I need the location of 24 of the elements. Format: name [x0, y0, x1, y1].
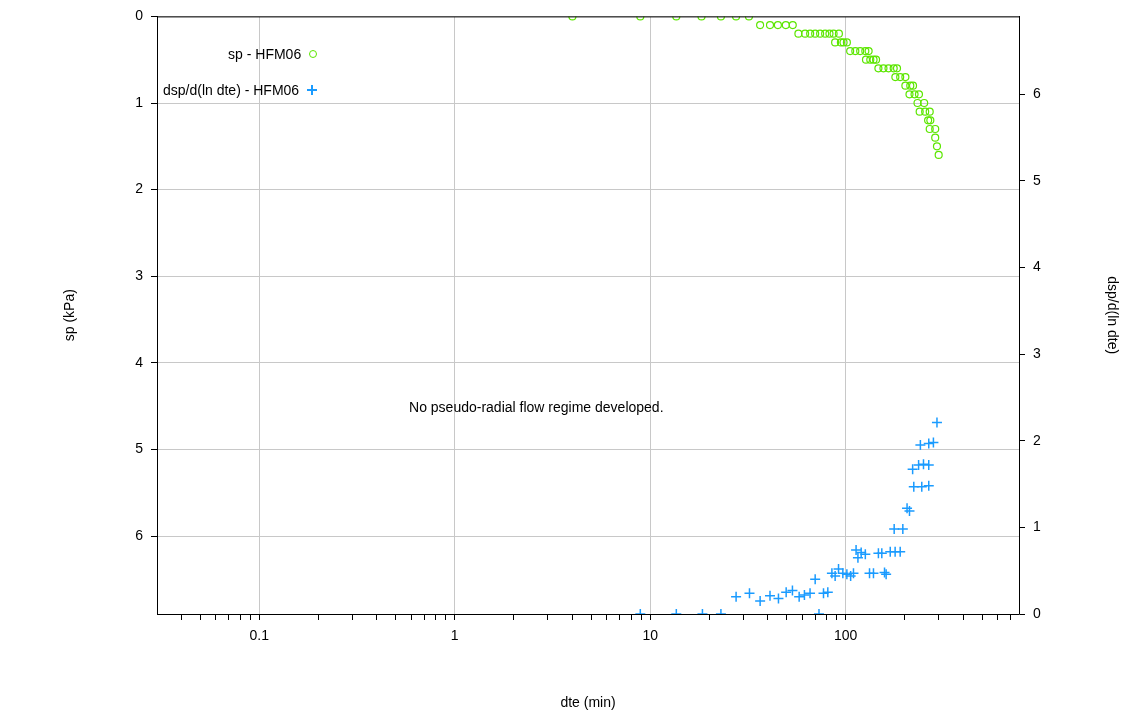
y-tick-label: 1: [135, 93, 144, 110]
y2-tick-label: 1: [1033, 518, 1041, 535]
y2-tick-label: 0: [1033, 604, 1041, 621]
x-axis-title: dte (min): [560, 694, 616, 711]
y-axis-title: sp (kPa): [61, 289, 78, 342]
y2-tick-label: 4: [1033, 258, 1041, 275]
y-tick-label: 5: [135, 440, 144, 457]
y-tick-label: 2: [135, 180, 144, 197]
y2-axis-title: dsp/d(ln dte): [1104, 276, 1121, 355]
legend-label: dsp/d(ln dte) - HFM06: [163, 82, 300, 99]
x-tick-label: 1: [450, 627, 459, 644]
y-tick-label: 4: [135, 353, 144, 370]
legend-label: sp - HFM06: [228, 46, 302, 63]
y2-tick-label: 5: [1033, 171, 1041, 188]
y-tick-label: 3: [135, 267, 144, 284]
y2-tick-label: 3: [1033, 345, 1041, 362]
x-tick-label: 10: [642, 627, 659, 644]
y2-tick-label: 6: [1033, 85, 1041, 102]
annotation: No pseudo-radial flow regime developed.: [409, 398, 664, 415]
y-tick-label: 0: [135, 7, 144, 24]
x-tick-label: 0.1: [249, 627, 270, 644]
y-tick-label: 6: [135, 526, 144, 543]
y2-tick-label: 2: [1033, 431, 1041, 448]
x-tick-label: 100: [834, 627, 858, 644]
